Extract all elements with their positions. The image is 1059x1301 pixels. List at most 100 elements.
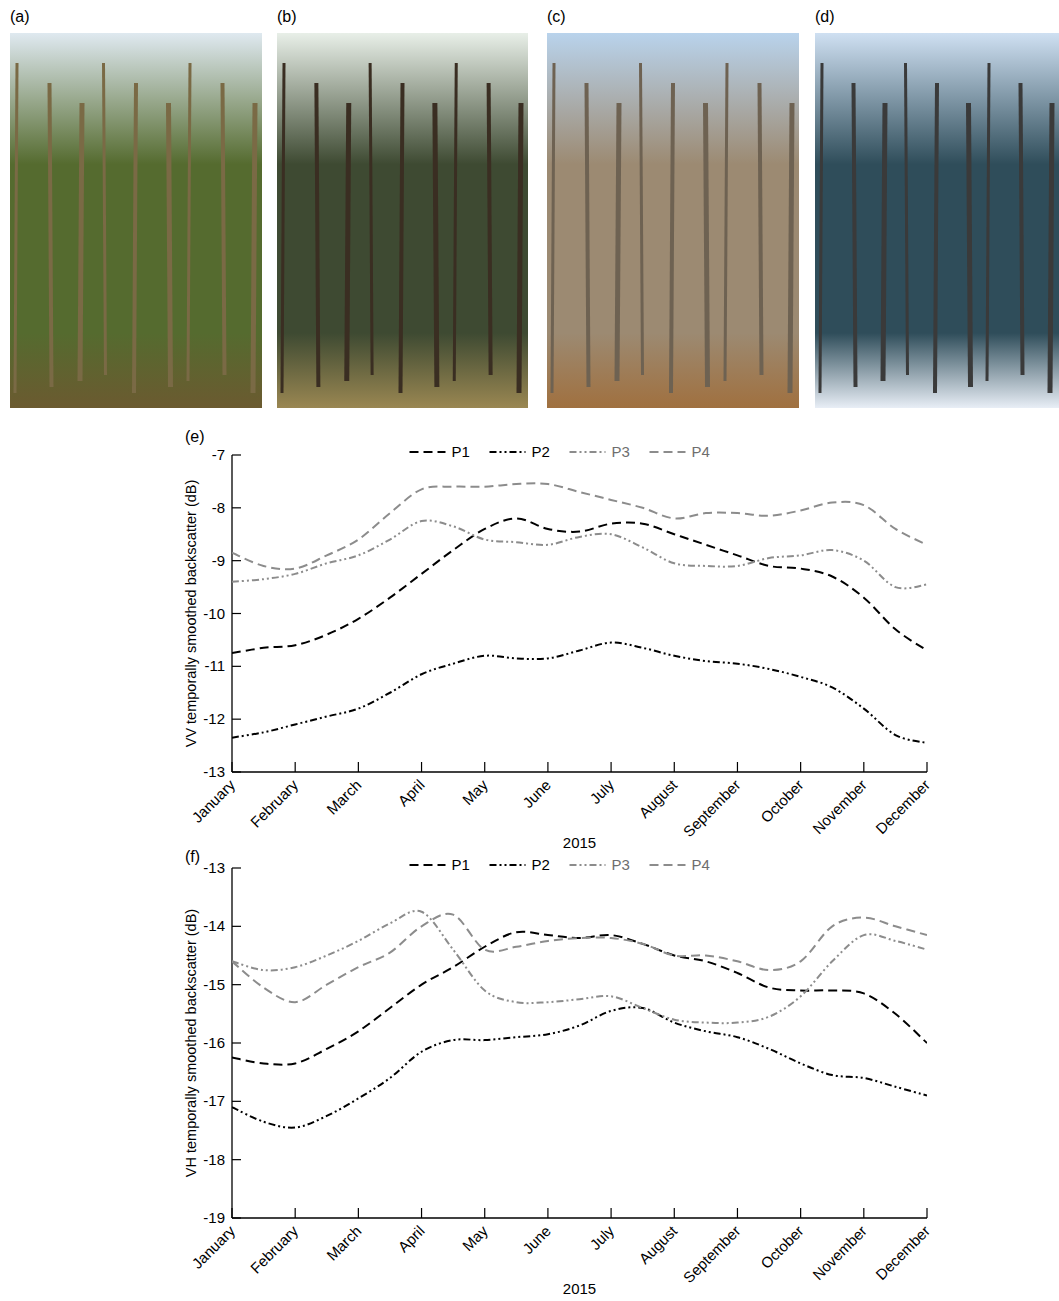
tree-trunk bbox=[706, 103, 708, 387]
x-tick-label: January bbox=[188, 1222, 238, 1272]
y-tick-label: -10 bbox=[203, 605, 225, 622]
x-tick-label: May bbox=[459, 776, 491, 808]
x-tick bbox=[547, 762, 548, 772]
photo-image bbox=[547, 33, 799, 408]
series-line bbox=[232, 483, 927, 569]
legend-swatch bbox=[570, 864, 606, 866]
series-line bbox=[232, 643, 927, 743]
tree-trunk bbox=[820, 63, 822, 393]
y-tick bbox=[232, 454, 241, 455]
figure: (a)(b)(c)(d)(e)-13-12-11-10-9-8-7January… bbox=[0, 0, 1059, 1301]
legend-label: P3 bbox=[612, 443, 630, 460]
legend-swatch bbox=[410, 451, 446, 453]
legend-label: P2 bbox=[532, 856, 550, 873]
tree-trunk bbox=[519, 103, 521, 393]
series-line bbox=[232, 1007, 927, 1128]
legend-swatch bbox=[410, 864, 446, 866]
tree-trunk bbox=[906, 63, 908, 375]
legend-swatch bbox=[570, 451, 606, 453]
x-tick bbox=[484, 762, 485, 772]
x-tick bbox=[926, 1208, 927, 1218]
legend-label: P1 bbox=[452, 856, 470, 873]
tree-trunk bbox=[223, 83, 225, 375]
tree-trunk bbox=[552, 63, 554, 393]
x-tick-label: February bbox=[247, 776, 302, 831]
legend-label: P2 bbox=[532, 443, 550, 460]
photo-image bbox=[277, 33, 528, 408]
series-line bbox=[232, 520, 927, 588]
x-tick-label: August bbox=[635, 1222, 681, 1268]
tree-trunk bbox=[854, 83, 856, 387]
panel-label: (b) bbox=[277, 8, 297, 25]
x-tick bbox=[737, 1208, 738, 1218]
photo bbox=[10, 33, 262, 408]
tree-trunk bbox=[790, 103, 792, 393]
y-tick bbox=[232, 560, 241, 561]
photo bbox=[815, 33, 1059, 408]
tree-trunk bbox=[80, 103, 82, 381]
x-tick-label: April bbox=[394, 776, 427, 809]
x-tick bbox=[358, 762, 359, 772]
x-tick-label: June bbox=[519, 1222, 554, 1257]
legend: P1P2P3P4 bbox=[410, 443, 710, 460]
x-tick bbox=[800, 1208, 801, 1218]
tree-trunk bbox=[282, 63, 284, 393]
plot-area bbox=[232, 483, 927, 743]
x-tick bbox=[547, 1208, 548, 1218]
y-tick-label: -12 bbox=[203, 710, 225, 727]
x-tick-label: July bbox=[586, 1222, 617, 1253]
x-tick bbox=[358, 1208, 359, 1218]
tree-trunk bbox=[316, 83, 318, 387]
chart: (e)-13-12-11-10-9-8-7JanuaryFebruaryMarc… bbox=[183, 428, 933, 851]
panel-label: (c) bbox=[547, 8, 566, 25]
tree-trunk bbox=[401, 83, 403, 393]
x-tick-label: September bbox=[680, 776, 744, 840]
x-tick bbox=[484, 1208, 485, 1218]
series-line bbox=[232, 518, 927, 653]
x-tick bbox=[295, 1208, 296, 1218]
tree-trunk bbox=[454, 63, 456, 381]
y-tick bbox=[232, 507, 241, 508]
x-tick-label: July bbox=[586, 776, 617, 807]
x-tick-label: March bbox=[323, 776, 364, 817]
x-tick-label: August bbox=[635, 776, 681, 822]
x-tick-label: November bbox=[809, 1222, 870, 1283]
y-tick-label: -7 bbox=[212, 446, 225, 463]
legend: P1P2P3P4 bbox=[410, 856, 710, 873]
tree-trunk bbox=[435, 103, 437, 387]
tree-trunk bbox=[370, 63, 372, 375]
y-tick-label: -11 bbox=[204, 657, 225, 674]
y-tick bbox=[232, 926, 241, 927]
y-tick-label: -9 bbox=[212, 552, 225, 569]
legend-swatch bbox=[490, 864, 526, 866]
x-tick bbox=[737, 762, 738, 772]
x-tick-label: January bbox=[188, 776, 238, 826]
y-tick bbox=[232, 1101, 241, 1102]
tree-trunk bbox=[253, 103, 255, 393]
plot-area bbox=[232, 911, 927, 1128]
chart: (f)-19-18-17-16-15-14-13JanuaryFebruaryM… bbox=[183, 848, 933, 1297]
legend-swatch bbox=[650, 451, 686, 453]
x-tick-label: October bbox=[757, 776, 807, 826]
legend-label: P4 bbox=[692, 443, 710, 460]
legend-swatch bbox=[490, 451, 526, 453]
x-tick-label: June bbox=[519, 776, 554, 811]
y-tick-label: -16 bbox=[203, 1034, 225, 1051]
y-tick-label: -18 bbox=[203, 1151, 225, 1168]
y-tick bbox=[232, 613, 241, 614]
x-tick bbox=[610, 1208, 611, 1218]
y-tick bbox=[232, 1159, 241, 1160]
tree-trunk bbox=[1021, 83, 1023, 375]
tree-trunk bbox=[725, 63, 727, 381]
y-axis-title: VV temporally smoothed backscatter (dB) bbox=[183, 480, 199, 748]
x-tick bbox=[863, 762, 864, 772]
legend-swatch bbox=[650, 864, 686, 866]
x-tick-label: October bbox=[757, 1222, 807, 1272]
tree-trunk bbox=[587, 83, 589, 387]
tree-trunk bbox=[15, 63, 17, 393]
x-tick bbox=[231, 1208, 232, 1218]
tree-trunk bbox=[188, 63, 190, 381]
panel-label: (f) bbox=[185, 848, 200, 865]
x-tick-label: November bbox=[809, 776, 870, 837]
y-tick-label: -13 bbox=[203, 859, 225, 876]
